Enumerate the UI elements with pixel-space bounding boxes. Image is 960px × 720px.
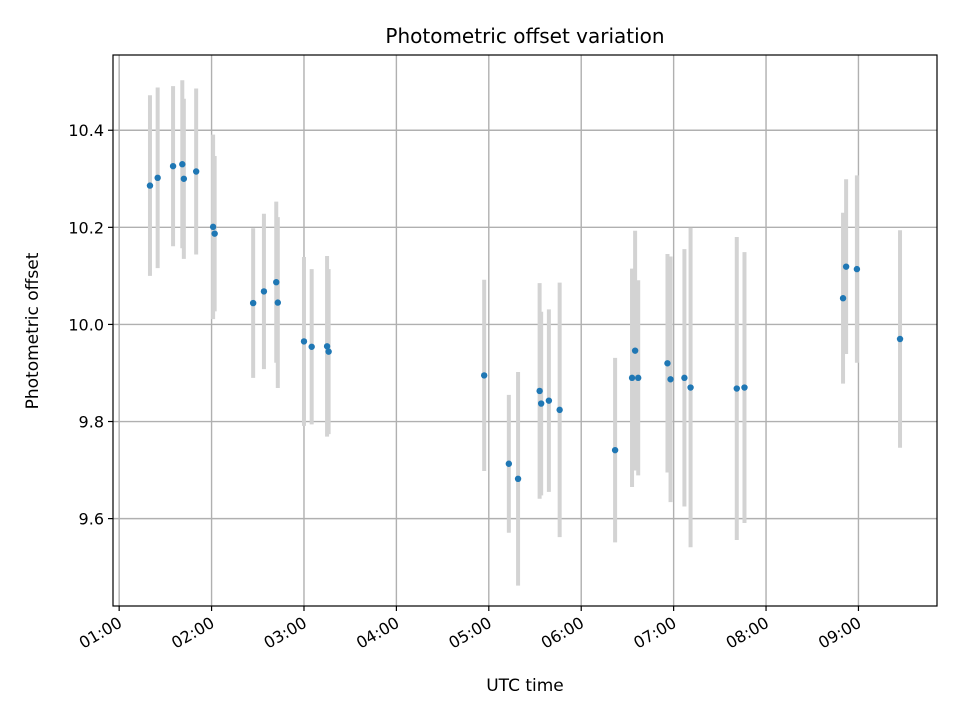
error-bars — [147, 80, 903, 586]
data-point — [273, 278, 280, 286]
data-point — [300, 338, 308, 345]
data-point — [631, 347, 639, 354]
data-point — [842, 263, 850, 270]
data-point — [556, 406, 563, 414]
data-point — [249, 299, 257, 307]
x-tick-label: 07:00 — [630, 613, 679, 653]
data-point — [169, 162, 177, 170]
x-axis-ticks: 01:00 02:00 03:00 04:00 05:00 06:00 07:00 08:00… — [76, 606, 864, 653]
data-point — [180, 175, 188, 182]
data-point — [192, 168, 200, 175]
data-point — [514, 475, 522, 483]
data-point — [179, 161, 186, 168]
data-point — [211, 230, 218, 237]
x-tick-label: 06:00 — [538, 613, 587, 653]
x-tick-label: 02:00 — [168, 613, 217, 653]
data-point — [635, 374, 642, 382]
data-point — [853, 265, 861, 273]
data-point — [260, 288, 268, 295]
data-point — [274, 299, 281, 306]
data-point — [325, 348, 332, 355]
y-tick-label: 9.8 — [79, 413, 104, 432]
grid — [113, 55, 937, 606]
data-point — [667, 376, 674, 383]
data-point — [741, 384, 748, 391]
data-point — [146, 182, 154, 189]
x-tick-label: 03:00 — [261, 613, 310, 653]
data-point — [687, 384, 694, 391]
data-point — [154, 174, 161, 182]
data-point — [209, 223, 217, 231]
data-point — [896, 335, 904, 343]
x-tick-label: 01:00 — [76, 613, 125, 653]
data-point — [505, 460, 513, 467]
x-tick-label: 08:00 — [723, 613, 772, 653]
x-tick-label: 04:00 — [353, 613, 402, 653]
data-point — [480, 372, 488, 379]
data-point — [611, 446, 619, 454]
y-tick-label: 10.4 — [68, 121, 104, 140]
data-point — [664, 360, 671, 367]
data-point — [628, 374, 636, 382]
plot-frame — [112, 54, 938, 607]
x-tick-label: 09:00 — [815, 613, 864, 653]
data-point — [545, 397, 553, 404]
data-point — [323, 343, 331, 350]
data-point — [308, 343, 315, 350]
data-points — [146, 161, 904, 483]
y-tick-label: 9.6 — [79, 510, 104, 529]
data-point — [733, 385, 740, 392]
y-tick-label: 10.0 — [68, 315, 104, 334]
data-point — [839, 295, 847, 302]
data-point — [681, 374, 688, 382]
data-point — [537, 400, 545, 407]
y-tick-label: 10.2 — [68, 218, 104, 237]
chart-title: Photometric offset variation — [385, 24, 664, 48]
y-axis-label: Photometric offset — [23, 252, 43, 409]
y-axis-ticks: 9.6 9.8 10.0 10.2 10.4 — [68, 121, 113, 529]
x-tick-label: 05:00 — [445, 613, 494, 653]
data-point — [536, 387, 543, 395]
x-axis-label: UTC time — [486, 676, 564, 696]
